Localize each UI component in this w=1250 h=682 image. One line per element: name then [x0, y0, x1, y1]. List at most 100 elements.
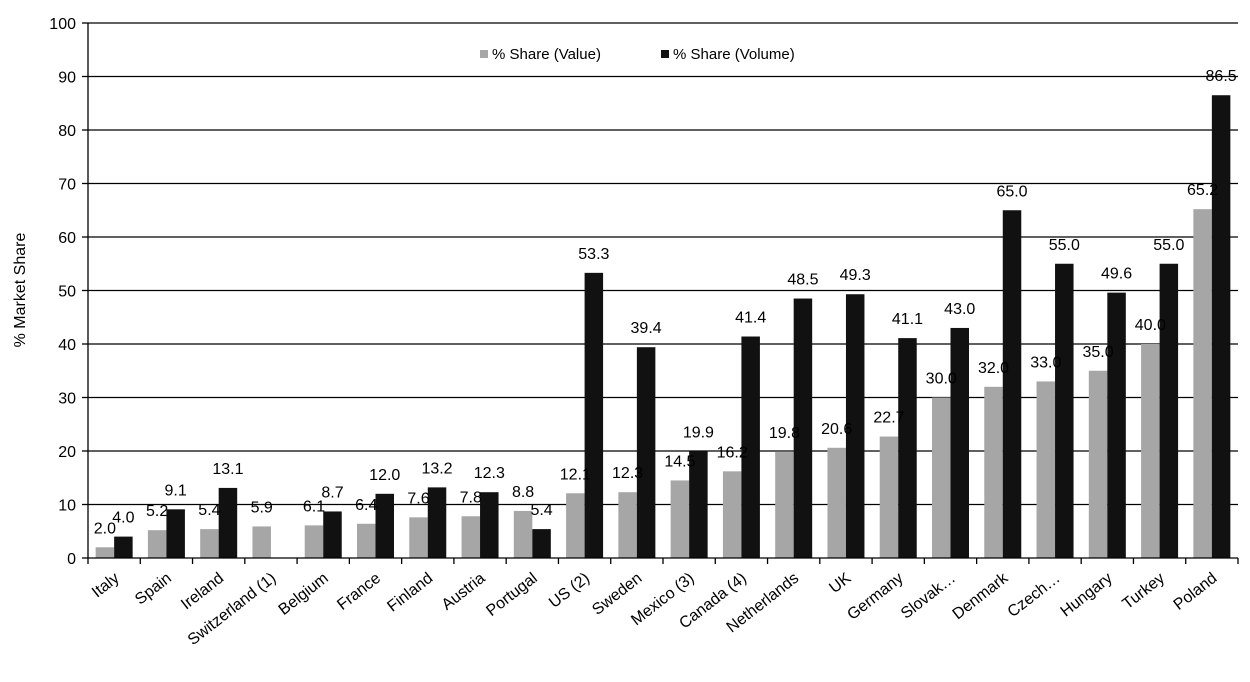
y-tick-label: 50: [58, 284, 76, 301]
data-label: 8.8: [512, 484, 534, 501]
bar-volume-share: [166, 509, 185, 558]
bar-volume-share: [427, 487, 447, 558]
bar-value-share: [566, 493, 585, 558]
data-label: 22.7: [873, 410, 904, 427]
data-label: 49.3: [840, 267, 871, 284]
data-label: 48.5: [787, 272, 818, 289]
bar-volume-share: [584, 272, 604, 558]
bar-volume-share: [950, 327, 969, 558]
data-label: 7.8: [460, 489, 482, 506]
bar-value-share: [1088, 370, 1108, 558]
bar-value-share: [1141, 344, 1160, 558]
legend: % Share (Value) % Share (Volume): [480, 46, 795, 63]
data-label: 40.0: [1135, 317, 1166, 334]
bar-volume-share: [741, 336, 760, 558]
bar-value-share: [513, 510, 533, 558]
data-label: 8.7: [321, 484, 343, 501]
bar-volume-share: [845, 294, 865, 558]
bar-value-share: [775, 452, 794, 558]
y-tick-label: 70: [58, 177, 76, 194]
data-label: 32.0: [978, 360, 1009, 377]
y-tick-label: 30: [58, 391, 76, 408]
data-label: 4.0: [112, 510, 134, 527]
bar-value-share: [409, 517, 428, 558]
bar-volume-share: [480, 492, 499, 558]
bar-volume-share: [114, 536, 133, 558]
data-label: 6.4: [355, 497, 377, 514]
x-tick-label: UK: [826, 570, 854, 597]
bar-value-share: [879, 436, 899, 558]
bar-volume-share: [323, 511, 342, 558]
x-tick-label: Italy: [89, 570, 123, 601]
y-tick-label: 10: [58, 498, 76, 515]
legend-swatch: [661, 50, 669, 58]
data-label: 30.0: [926, 371, 957, 388]
data-label: 65.2: [1187, 182, 1218, 199]
bar-value-share: [1036, 381, 1056, 558]
x-tick-label: Belgium: [276, 570, 332, 619]
bar-volume-share: [1107, 292, 1126, 558]
data-label: 41.1: [892, 311, 923, 328]
bar-value-share: [147, 530, 167, 558]
data-label: 5.9: [251, 499, 273, 516]
x-tick-label: Spain: [132, 570, 175, 609]
data-label: 43.0: [944, 301, 975, 318]
bar-value-share: [357, 523, 376, 558]
y-axis-title: % Market Share: [12, 233, 29, 348]
x-tick-label: Denmark: [950, 569, 1012, 623]
bar-volume-share: [375, 493, 394, 558]
data-label: 5.4: [198, 502, 220, 519]
x-tick-label: US (2): [546, 570, 593, 612]
x-tick-label: Ireland: [178, 570, 227, 614]
data-label: 12.0: [369, 467, 400, 484]
bar-volume-share: [1211, 95, 1231, 558]
data-label: 12.3: [612, 465, 643, 482]
data-label: 53.3: [578, 246, 609, 263]
bar-value-share: [827, 447, 846, 558]
bar-value-share: [984, 386, 1003, 558]
y-tick-label: 60: [58, 230, 76, 247]
bar-volume-share: [1002, 210, 1022, 558]
data-label: 19.8: [769, 425, 800, 442]
data-label: 5.4: [530, 502, 552, 519]
y-tick-label: 0: [67, 551, 76, 568]
bar-value-share: [618, 492, 637, 558]
x-tick-label: Czech…: [1005, 570, 1064, 621]
legend-label: % Share (Value): [492, 46, 601, 63]
axes: [87, 23, 1239, 564]
y-tick-labels: 0 10 20 30 40 50 60 70 80 90 100: [49, 16, 76, 568]
legend-label: % Share (Volume): [673, 46, 795, 63]
y-tick-label: 100: [49, 16, 76, 33]
data-label: 33.0: [1030, 354, 1061, 371]
bar-volume-share: [218, 487, 238, 558]
x-tick-label: France: [334, 570, 384, 614]
bar-value-share: [722, 471, 742, 558]
bar-value-share: [95, 547, 115, 558]
bar-volume-share: [689, 451, 708, 558]
x-tick-label: Switzerland (1): [185, 570, 280, 649]
bar-volume-share: [1159, 263, 1179, 558]
bars: [95, 95, 1231, 558]
bar-volume-share: [532, 529, 551, 558]
data-label: 7.6: [407, 490, 429, 507]
data-label: 19.9: [683, 425, 714, 442]
bar-value-share: [200, 529, 219, 558]
x-tick-label: Slovak…: [898, 570, 959, 623]
bar-value-share: [670, 480, 690, 558]
bar-value-share: [252, 526, 271, 558]
y-tick-label: 80: [58, 123, 76, 140]
gridlines: [82, 22, 1238, 559]
data-label: 6.1: [303, 498, 325, 515]
data-label: 55.0: [1153, 237, 1184, 254]
data-label: 35.0: [1082, 344, 1113, 361]
data-label: 13.2: [421, 460, 452, 477]
bar-value-share: [304, 525, 324, 558]
data-label: 16.2: [717, 444, 748, 461]
bar-volume-share: [898, 338, 917, 558]
data-label: 12.3: [474, 465, 505, 482]
data-label: 39.4: [631, 320, 662, 337]
data-label: 2.0: [94, 520, 116, 537]
data-label: 55.0: [1049, 237, 1080, 254]
